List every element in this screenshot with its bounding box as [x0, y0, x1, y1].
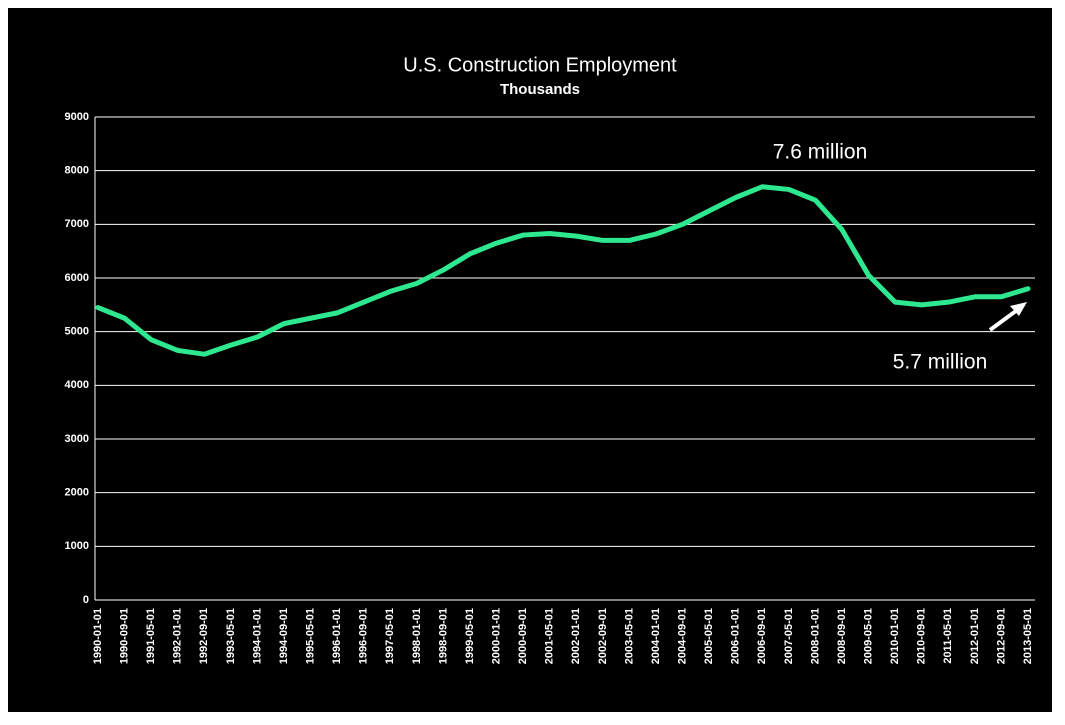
x-tick-label: 2007-05-01 [783, 608, 795, 664]
x-tick-label: 2010-01-01 [889, 608, 901, 664]
x-tick-label: 2009-05-01 [862, 608, 874, 664]
x-tick-label: 1998-01-01 [411, 608, 423, 664]
x-tick-label: 1998-09-01 [437, 608, 449, 664]
arrow [988, 302, 1027, 332]
x-tick-label: 2012-09-01 [995, 608, 1007, 664]
y-tick-label: 2000 [65, 487, 89, 499]
x-tick-label: 1994-01-01 [251, 608, 263, 664]
chart-background [8, 8, 1052, 712]
x-tick-label: 2001-05-01 [544, 608, 556, 664]
y-tick-label: 9000 [65, 111, 89, 123]
x-tick-label: 1992-01-01 [172, 608, 184, 664]
x-tick-label: 2004-09-01 [676, 608, 688, 664]
chart-title: U.S. Construction Employment [403, 54, 677, 76]
x-tick-label: 2005-05-01 [703, 608, 715, 664]
data-line [95, 184, 1031, 357]
x-tick-label: 1992-09-01 [198, 608, 210, 664]
x-tick-label: 1991-05-01 [145, 608, 157, 664]
chart-subtitle: Thousands [500, 81, 580, 98]
x-tick-label: 1994-09-01 [278, 608, 290, 664]
y-tick-label: 4000 [65, 379, 89, 391]
y-tick-label: 6000 [65, 272, 89, 284]
x-tick-label: 1996-09-01 [358, 608, 370, 664]
x-tick-label: 2008-09-01 [836, 608, 848, 664]
x-tick-label: 2006-09-01 [756, 608, 768, 664]
annotation: 5.7 million [893, 351, 988, 374]
y-tick-label: 1000 [65, 540, 89, 552]
x-tick-label: 1990-09-01 [118, 608, 130, 664]
y-tick-label: 5000 [65, 326, 89, 338]
x-tick-label: 2002-01-01 [570, 608, 582, 664]
x-tick-label: 2013-05-01 [1022, 608, 1034, 664]
x-tick-label: 2000-01-01 [490, 608, 502, 664]
x-tick-label: 2003-05-01 [623, 608, 635, 664]
x-tick-label: 2004-01-01 [650, 608, 662, 664]
x-tick-label: 2008-01-01 [809, 608, 821, 664]
y-tick-label: 0 [83, 594, 89, 606]
x-tick-label: 2000-09-01 [517, 608, 529, 664]
x-tick-label: 1993-05-01 [225, 608, 237, 664]
x-tick-label: 1995-05-01 [304, 608, 316, 664]
annotation: 7.6 million [773, 141, 868, 164]
y-tick-label: 7000 [65, 218, 89, 230]
y-tick-label: 8000 [65, 165, 89, 177]
x-tick-label: 2006-01-01 [730, 608, 742, 664]
x-tick-label: 1997-05-01 [384, 608, 396, 664]
x-tick-label: 1996-01-01 [331, 608, 343, 664]
x-tick-label: 2011-05-01 [942, 608, 954, 664]
x-tick-label: 2012-01-01 [969, 608, 981, 664]
x-tick-label: 1990-01-01 [92, 608, 104, 664]
x-tick-label: 2002-09-01 [597, 608, 609, 664]
x-tick-label: 2010-09-01 [916, 608, 928, 664]
x-tick-label: 1999-05-01 [464, 608, 476, 664]
y-tick-label: 3000 [65, 433, 89, 445]
